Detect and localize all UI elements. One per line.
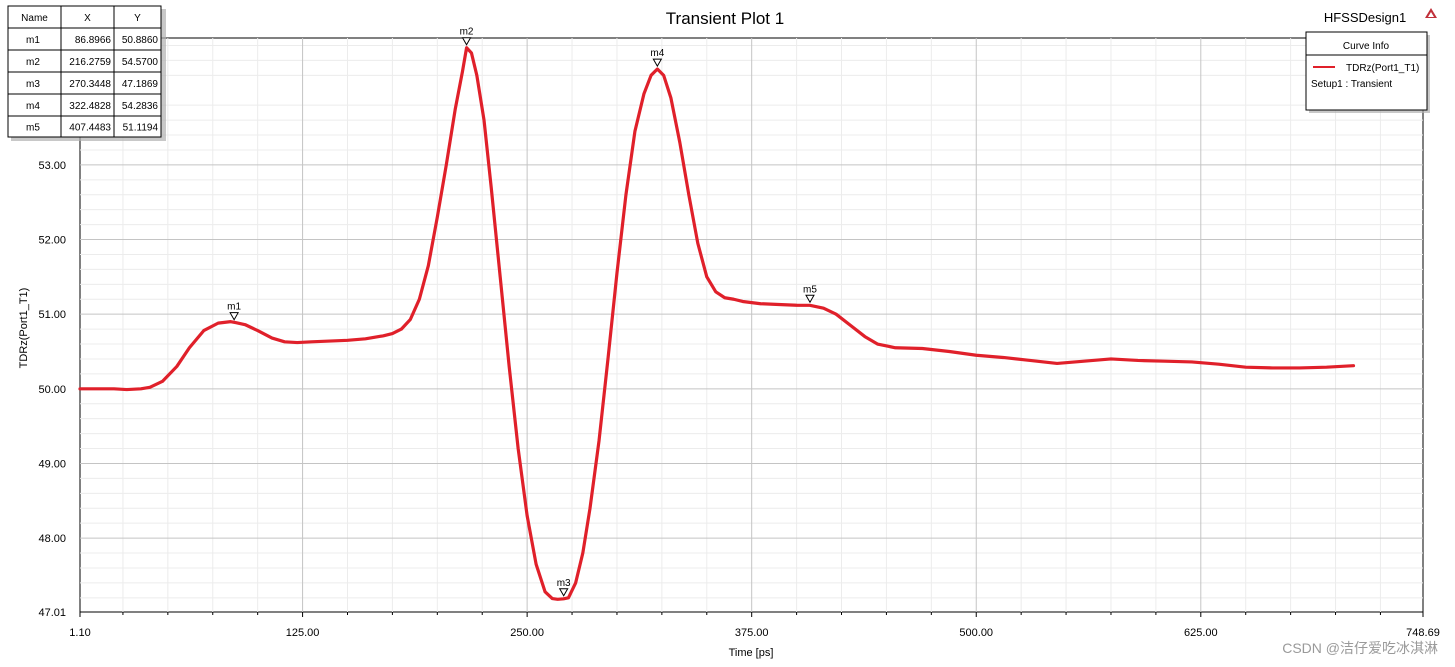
markers: m1 m2 m3 m4 m5 xyxy=(227,27,817,597)
x-tick-label: 500.00 xyxy=(959,627,993,639)
marker-label-m1: m1 xyxy=(227,302,241,313)
marker-label-m4: m4 xyxy=(650,48,664,59)
table-header-name: Name xyxy=(21,13,48,24)
x-tick-label: 125.00 xyxy=(286,627,320,639)
watermark: CSDN @洁仔爱吃冰淇淋 xyxy=(1282,640,1438,656)
app-logo-icon xyxy=(1425,8,1437,18)
y-axis-label: TDRz(Port1_T1) xyxy=(18,288,30,369)
marker-table: Name X Ym1 86.8966 50.8860 m2 216.2759 54.5700 m… xyxy=(7,5,166,141)
table-cell-y: 54.2836 xyxy=(122,101,159,112)
y-tick-label: 49.00 xyxy=(38,458,66,470)
design-name: HFSSDesign1 xyxy=(1324,10,1406,25)
y-tick-label: 50.00 xyxy=(38,384,66,396)
table-cell-name: m2 xyxy=(26,57,40,68)
legend-entry-sub: Setup1 : Transient xyxy=(1311,79,1392,90)
series-line-tdrz xyxy=(78,46,1356,601)
table-cell-y: 51.1194 xyxy=(123,123,159,134)
y-tick-label: 53.00 xyxy=(38,160,66,172)
curve-info-legend: Curve Info TDRz(Port1_T1) Setup1 : Trans… xyxy=(1305,31,1430,113)
table-header-y: Y xyxy=(134,13,141,24)
marker-table-cells: Name X Ym1 86.8966 50.8860 m2 216.2759 54.5700 m… xyxy=(21,13,158,134)
legend-header: Curve Info xyxy=(1343,41,1390,52)
table-cell-name: m1 xyxy=(26,35,40,46)
marker-m5 xyxy=(805,294,815,304)
marker-table-grid xyxy=(8,6,161,137)
table-cell-x: 216.2759 xyxy=(69,57,111,68)
y-tick-label: 51.00 xyxy=(38,309,66,321)
table-cell-x: 407.4483 xyxy=(69,123,111,134)
table-cell-y: 50.8860 xyxy=(122,35,159,46)
marker-m1 xyxy=(229,312,239,321)
y-tick-label: 52.00 xyxy=(38,235,66,247)
y-tick-label: 48.00 xyxy=(38,533,66,545)
x-tick-label: 625.00 xyxy=(1184,627,1218,639)
marker-label-m3: m3 xyxy=(557,578,571,589)
x-axis-label: Time [ps] xyxy=(729,647,774,659)
table-cell-x: 270.3448 xyxy=(69,79,111,90)
table-cell-name: m5 xyxy=(26,123,40,134)
marker-m3 xyxy=(558,588,569,597)
x-tick-label: 748.69 xyxy=(1406,627,1440,639)
legend-frame xyxy=(1305,31,1428,111)
table-cell-name: m3 xyxy=(26,79,40,90)
table-cell-y: 54.5700 xyxy=(122,57,159,68)
marker-label-m2: m2 xyxy=(460,27,474,38)
table-cell-x: 86.8966 xyxy=(75,35,112,46)
marker-m2 xyxy=(461,37,472,46)
table-cell-y: 47.1869 xyxy=(122,79,159,90)
table-header-x: X xyxy=(84,13,91,24)
x-tick-label: 1.10 xyxy=(69,627,90,639)
legend-entry-label: TDRz(Port1_T1) xyxy=(1346,63,1419,74)
table-cell-name: m4 xyxy=(26,101,40,112)
table-cell-x: 322.4828 xyxy=(69,101,111,112)
marker-m4 xyxy=(652,58,663,68)
y-tick-label: 47.01 xyxy=(38,607,66,619)
x-tick-label: 375.00 xyxy=(735,627,769,639)
marker-label-m5: m5 xyxy=(803,284,817,295)
x-tick-label: 250.00 xyxy=(510,627,544,639)
chart-title: Transient Plot 1 xyxy=(666,9,784,28)
ticks: 1.10 125.00 250.00 375.00 500.00 625.00 748.69… xyxy=(38,160,1439,639)
